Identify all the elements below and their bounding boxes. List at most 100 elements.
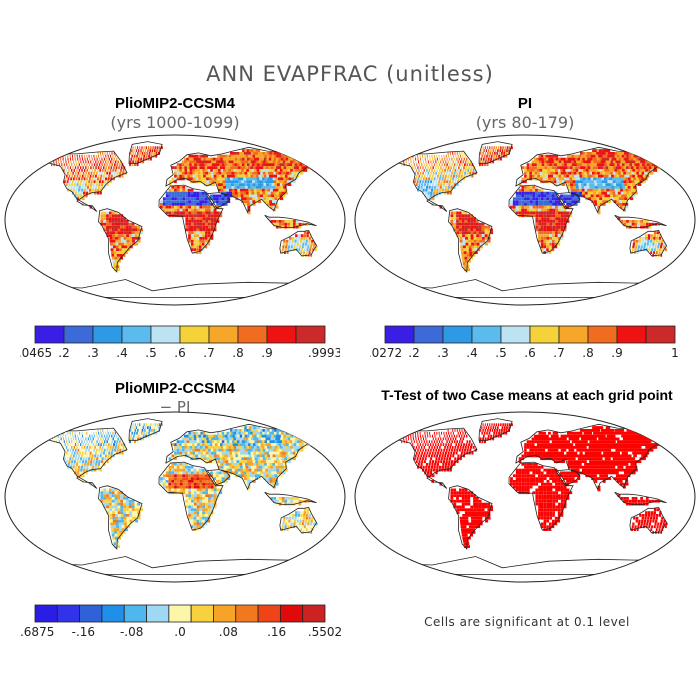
colorbar-label: .4: [116, 346, 127, 360]
colorbar-box: [150, 325, 181, 344]
panel-subtitle-tl: (yrs 1000-1099): [110, 113, 240, 132]
map-cells: [390, 146, 670, 271]
colorbar-label: .7: [553, 346, 564, 360]
colorbar-label: .7: [203, 346, 214, 360]
colorbar-label: .0: [174, 625, 185, 639]
colorbar-label: .08: [219, 625, 238, 639]
colorbar-box: [34, 604, 58, 623]
colorbar-label: .3: [87, 346, 98, 360]
colorbar-box: [213, 604, 237, 623]
colorbar-label: .0272: [370, 346, 402, 360]
colorbar-box: [302, 604, 326, 623]
colorbar-box: [442, 325, 473, 344]
coastline-australia: [279, 506, 317, 534]
colorbar-box: [190, 604, 214, 623]
map-panel-br: [354, 411, 696, 583]
coastline-arabia: [556, 192, 581, 209]
coastlines: [32, 418, 318, 575]
figure-title: ANN EVAPFRAC (unitless): [206, 62, 494, 86]
coastline-arabia: [556, 469, 581, 486]
colorbar-box: [237, 325, 268, 344]
coastline-arabia: [206, 469, 231, 486]
coastline-australia: [629, 229, 667, 257]
colorbar-label: -.16: [72, 625, 95, 639]
colorbar-box: [92, 325, 123, 344]
colorbar-label: .5: [495, 346, 506, 360]
coastline-greenland: [478, 141, 513, 164]
colorbar-label: .9993: [308, 346, 340, 360]
panel-title-bl: PlioMIP2-CCSM4: [114, 380, 235, 397]
colorbar-box: [471, 325, 502, 344]
colorbar-label: .9: [611, 346, 622, 360]
colorbar-box: [413, 325, 444, 344]
coastline-southAmerica: [98, 485, 143, 550]
colorbar-box: [295, 325, 326, 344]
colorbar-label: .9: [261, 346, 272, 360]
panel-subtitle-bl: − PI: [159, 398, 191, 416]
colorbar-box: [384, 325, 415, 344]
colorbar-label: 1: [671, 346, 679, 360]
coastline-indonesia: [614, 214, 667, 228]
significance-note: Cells are significant at 0.1 level: [424, 615, 630, 629]
colorbar-label: .4: [466, 346, 477, 360]
coastline-northAmerica: [388, 150, 478, 212]
coastline-antarctica: [32, 279, 318, 298]
coastline-eurasia: [515, 146, 668, 214]
colorbar-box: [257, 604, 281, 623]
colorbar-box: [558, 325, 589, 344]
colorbar-box: [34, 325, 65, 344]
colorbar-label: -.08: [120, 625, 143, 639]
coastline-southAmerica: [98, 208, 143, 273]
colorbar-box: [101, 604, 125, 623]
coastline-africa: [508, 184, 574, 254]
coastline-africa: [158, 461, 224, 531]
coastline-antarctica: [382, 556, 668, 575]
coastline-antarctica: [32, 556, 318, 575]
colorbar-box: [645, 325, 676, 344]
coastline-southAmerica: [448, 208, 493, 273]
colorbar-label: .2: [408, 346, 419, 360]
colorbar-label: .3: [437, 346, 448, 360]
colorbar-label: .2: [58, 346, 69, 360]
panel-title-br: T-Test of two Case means at each grid po…: [381, 387, 673, 403]
colorbar-box: [123, 604, 147, 623]
coastline-eurasia: [165, 423, 318, 491]
colorbar-tl: .0465 .2 .3 .4 .5 .6 .7 .8 .9 .9993: [20, 325, 340, 360]
colorbar-label: .6: [174, 346, 185, 360]
colorbar-label: .8: [582, 346, 593, 360]
colorbar-label: .6: [524, 346, 535, 360]
coastline-arabia: [206, 192, 231, 209]
colorbar-box: [121, 325, 152, 344]
colorbar-box: [587, 325, 618, 344]
coastline-northAmerica: [388, 427, 478, 489]
colorbar-box: [56, 604, 81, 623]
map-panel-tl: [4, 134, 346, 306]
colorbar-box: [500, 325, 531, 344]
coastline-indonesia: [264, 214, 317, 228]
colorbar-box: [235, 604, 259, 623]
colorbar-box: [266, 325, 297, 344]
coastline-greenland: [128, 418, 163, 441]
colorbar-label: .0465: [20, 346, 52, 360]
colorbar-box: [63, 325, 94, 344]
coastline-africa: [158, 184, 224, 254]
coastline-eurasia: [165, 146, 318, 214]
colorbar-label: .8: [232, 346, 243, 360]
map-panel-tr: [354, 134, 696, 306]
coastline-antarctica: [382, 279, 668, 298]
colorbar-box: [616, 325, 647, 344]
colorbar-box: [279, 604, 304, 623]
colorbar-box: [168, 604, 192, 623]
panel-subtitle-tr: (yrs 80-179): [475, 113, 575, 132]
colorbar-label: .5: [145, 346, 156, 360]
colorbar-box: [179, 325, 210, 344]
coastline-africa: [508, 461, 574, 531]
colorbar-label: -.6875: [20, 625, 54, 639]
coastline-indonesia: [614, 491, 667, 505]
coastlines: [382, 418, 668, 575]
coastline-eurasia: [515, 423, 668, 491]
coastline-greenland: [128, 141, 163, 164]
coastline-australia: [629, 506, 667, 534]
colorbar-box: [146, 604, 170, 623]
colorbar-label: .5502: [308, 625, 342, 639]
